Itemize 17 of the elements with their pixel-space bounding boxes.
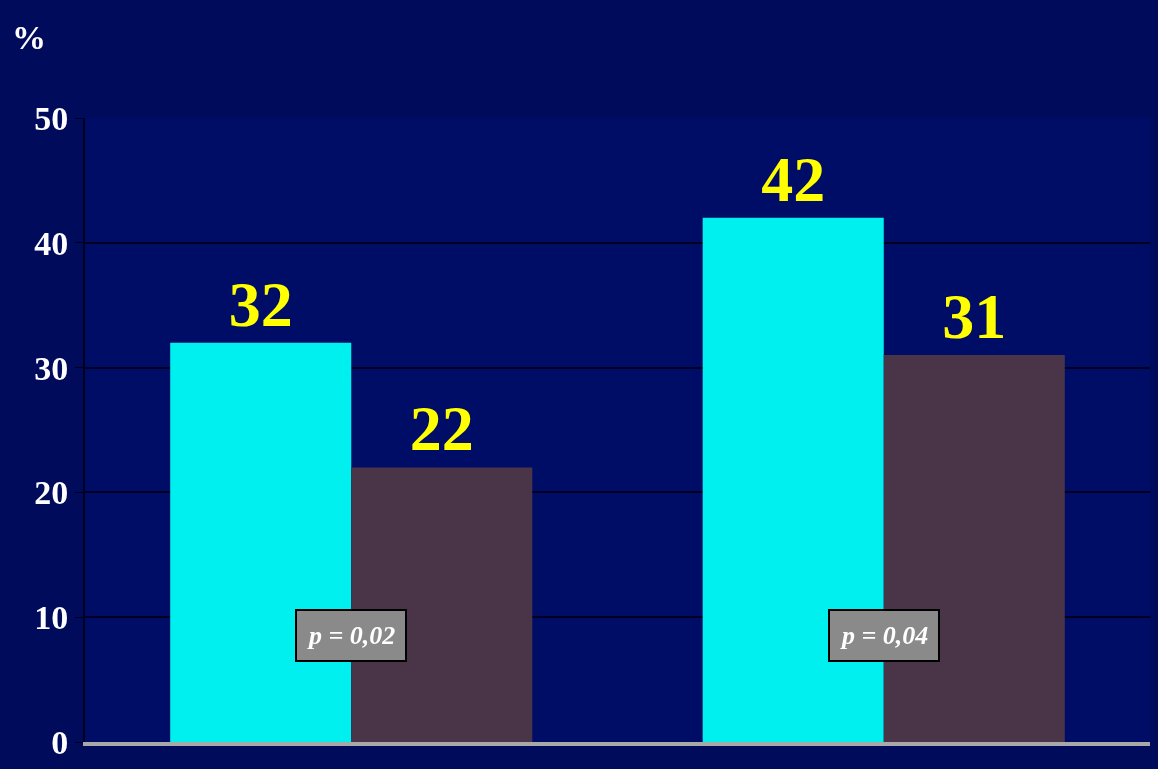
bar <box>170 342 352 742</box>
data-label: 32 <box>228 268 293 340</box>
data-label: 42 <box>761 143 826 215</box>
y-tick-label: 40 <box>34 224 69 262</box>
y-tick-label: 30 <box>34 349 69 387</box>
bar <box>702 217 884 742</box>
y-tick-label: 0 <box>51 723 69 761</box>
data-label: 22 <box>409 393 474 465</box>
data-label: 31 <box>942 281 1007 353</box>
annotation: p = 0,02 <box>307 621 396 650</box>
y-tick-label: 10 <box>34 599 69 637</box>
y-axis-title: % <box>12 19 46 56</box>
bar <box>883 355 1065 742</box>
bar <box>351 467 533 742</box>
y-tick-label: 50 <box>34 99 69 137</box>
annotation: p = 0,04 <box>840 621 929 650</box>
y-tick-label: 20 <box>34 474 69 512</box>
